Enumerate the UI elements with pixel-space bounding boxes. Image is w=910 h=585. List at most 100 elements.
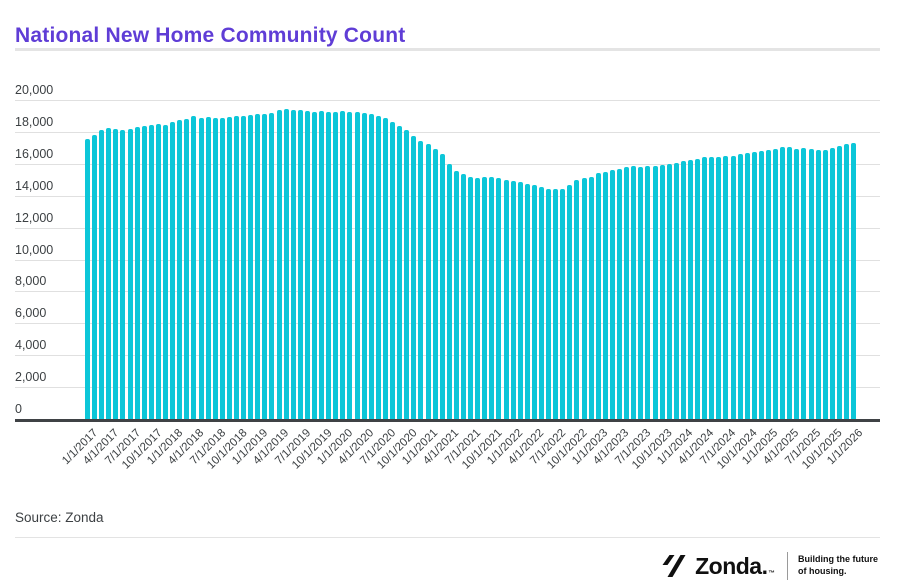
bar — [333, 111, 339, 419]
bar — [723, 155, 729, 419]
bar — [155, 123, 161, 419]
bar — [248, 115, 254, 419]
y-tick-label: 4,000 — [15, 338, 47, 353]
zonda-logo: Zonda. ™ Building the future of housing. — [661, 552, 878, 580]
bar — [517, 182, 523, 419]
bar — [432, 148, 438, 419]
bar — [531, 185, 537, 419]
bar — [354, 111, 360, 419]
bar — [475, 178, 481, 419]
bar — [326, 111, 332, 419]
bar — [709, 157, 715, 419]
y-tick-label: 20,000 — [15, 83, 54, 97]
bar — [801, 147, 807, 419]
y-tick-label: 0 — [15, 402, 22, 416]
y-tick-label: 14,000 — [15, 178, 54, 193]
bar — [553, 189, 559, 419]
bar — [205, 116, 211, 419]
bar — [808, 148, 814, 419]
bar — [524, 183, 530, 419]
bar — [92, 135, 98, 419]
bar — [851, 143, 857, 419]
bar — [539, 186, 544, 419]
bar — [319, 111, 325, 419]
bar — [666, 163, 672, 419]
bar — [85, 139, 90, 419]
bar — [418, 140, 424, 419]
bar — [397, 125, 403, 419]
bar — [106, 127, 112, 419]
bar — [120, 129, 126, 419]
bar — [546, 188, 552, 419]
bar — [595, 173, 601, 419]
bar — [638, 167, 644, 419]
bar — [177, 119, 183, 419]
bar — [283, 108, 289, 419]
bar — [269, 112, 275, 419]
bar — [241, 115, 247, 419]
bar — [631, 166, 637, 419]
bar — [453, 170, 459, 419]
bar — [148, 124, 154, 419]
bar — [489, 177, 495, 419]
bar — [290, 109, 296, 419]
bar — [170, 121, 176, 419]
footer-divider — [15, 537, 880, 538]
bar — [382, 117, 388, 419]
bar — [163, 124, 169, 419]
title-divider — [15, 48, 880, 51]
bar — [255, 114, 261, 419]
bar — [198, 117, 204, 419]
tagline-line-2: of housing. — [798, 566, 847, 576]
y-tick-label: 10,000 — [15, 242, 54, 257]
bar — [503, 179, 509, 419]
bar — [212, 118, 218, 419]
bar — [737, 154, 743, 419]
bar — [468, 177, 474, 419]
bar — [844, 143, 850, 419]
logo-divider — [787, 552, 788, 580]
y-tick-label: 8,000 — [15, 274, 47, 289]
bar — [581, 178, 587, 419]
x-axis-line — [15, 419, 880, 422]
bar — [368, 113, 374, 419]
bar — [99, 129, 105, 419]
bar-series — [85, 100, 857, 419]
bar — [744, 152, 750, 419]
bar — [276, 109, 282, 419]
y-tick-label: 12,000 — [15, 210, 54, 225]
bar — [787, 147, 793, 419]
bar — [226, 116, 232, 419]
trademark-symbol: ™ — [768, 570, 776, 577]
zonda-tagline: Building the future of housing. — [798, 554, 878, 577]
bar — [567, 184, 573, 419]
bar — [297, 109, 303, 419]
bar — [425, 143, 431, 419]
bar — [347, 111, 353, 419]
bar — [510, 181, 516, 419]
bar — [482, 177, 488, 419]
bar — [262, 113, 268, 419]
bar — [113, 128, 119, 419]
source-note: Source: Zonda — [15, 510, 104, 525]
bar — [184, 119, 190, 419]
bar — [673, 163, 679, 419]
bar — [780, 147, 786, 419]
bar — [836, 146, 842, 419]
bar — [233, 115, 239, 419]
bar — [659, 165, 665, 419]
bar — [361, 112, 367, 419]
bar — [645, 166, 651, 419]
y-tick-label: 16,000 — [15, 146, 54, 161]
bar — [411, 135, 417, 419]
bar — [496, 178, 502, 419]
bar — [652, 166, 658, 419]
bar — [588, 176, 594, 419]
bar — [390, 121, 396, 419]
bar — [560, 188, 566, 419]
bar — [304, 111, 310, 419]
bar — [829, 147, 835, 419]
bar — [609, 170, 615, 419]
bar — [687, 159, 693, 419]
bar — [446, 163, 452, 419]
